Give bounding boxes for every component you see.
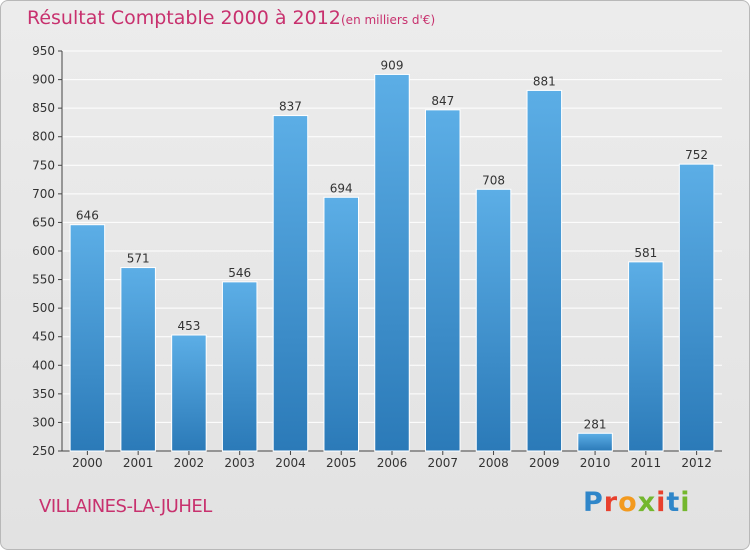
data-label: 708 [482, 173, 505, 187]
y-tick-label: 550 [32, 273, 55, 287]
data-label: 571 [127, 252, 150, 266]
bar-2000 [69, 224, 106, 452]
x-tick-label: 2006 [377, 456, 408, 470]
bar-2011 [628, 261, 664, 452]
bar-2005 [323, 196, 359, 452]
bar-2001 [120, 267, 156, 452]
x-tick-label: 2012 [681, 456, 712, 470]
logo-letter: i [656, 487, 667, 518]
bar-2008 [475, 188, 512, 452]
x-tick-label: 2011 [631, 456, 662, 470]
bar-2003 [221, 281, 258, 452]
data-label: 646 [76, 209, 99, 223]
x-tick-label: 2008 [478, 456, 509, 470]
bar-2004 [272, 115, 309, 452]
logo-letter: i [680, 487, 691, 518]
bar-2002 [171, 334, 207, 452]
x-tick-label: 2000 [72, 456, 103, 470]
data-label: 752 [685, 148, 708, 162]
bar-2009 [526, 89, 563, 452]
data-label: 909 [381, 58, 404, 72]
x-tick-label: 2007 [427, 456, 458, 470]
y-tick-label: 800 [32, 130, 55, 144]
data-label: 837 [279, 100, 302, 114]
x-tick-label: 2004 [275, 456, 306, 470]
x-tick-label: 2009 [529, 456, 560, 470]
bar-2007 [425, 109, 461, 452]
x-tick-label: 2002 [174, 456, 205, 470]
bar-2006 [374, 73, 410, 452]
data-label: 881 [533, 74, 556, 88]
y-tick-label: 750 [32, 158, 55, 172]
proxiti-logo[interactable]: Proxiti [583, 487, 691, 518]
data-label: 453 [177, 319, 200, 333]
y-tick-label: 300 [32, 415, 55, 429]
y-tick-label: 500 [32, 301, 55, 315]
y-tick-label: 250 [32, 444, 55, 458]
x-tick-label: 2001 [123, 456, 154, 470]
logo-letter: r [603, 487, 619, 518]
chart-title: Résultat Comptable 2000 à 2012 [27, 7, 341, 29]
y-tick-label: 700 [32, 187, 55, 201]
data-label: 546 [228, 266, 251, 280]
x-tick-label: 2005 [326, 456, 357, 470]
x-tick-label: 2010 [580, 456, 611, 470]
commune-name: VILLAINES-LA-JUHEL [39, 496, 212, 517]
bar-2012 [678, 163, 715, 452]
logo-letter: o [618, 487, 638, 518]
logo-letter: t [666, 487, 681, 518]
data-label: 281 [584, 417, 607, 431]
x-tick-label: 2003 [224, 456, 255, 470]
y-tick-label: 400 [32, 358, 55, 372]
logo-letter: P [583, 487, 604, 518]
y-tick-label: 350 [32, 387, 55, 401]
y-tick-label: 950 [32, 44, 55, 58]
y-tick-label: 650 [32, 215, 55, 229]
data-label: 847 [431, 94, 454, 108]
y-tick-label: 450 [32, 330, 55, 344]
data-label: 694 [330, 181, 353, 195]
chart-subtitle: (en milliers d'€) [341, 13, 436, 27]
data-label: 581 [634, 246, 657, 260]
logo-letter: x [637, 487, 657, 518]
y-tick-label: 850 [32, 101, 55, 115]
bar-2010 [577, 432, 613, 452]
y-tick-label: 600 [32, 244, 55, 258]
y-tick-label: 900 [32, 73, 55, 87]
